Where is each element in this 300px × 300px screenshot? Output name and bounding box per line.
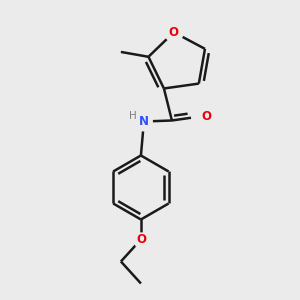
- Text: N: N: [139, 115, 149, 128]
- Text: O: O: [201, 110, 211, 123]
- Text: O: O: [136, 233, 146, 246]
- Text: O: O: [169, 26, 179, 39]
- Text: H: H: [129, 112, 137, 122]
